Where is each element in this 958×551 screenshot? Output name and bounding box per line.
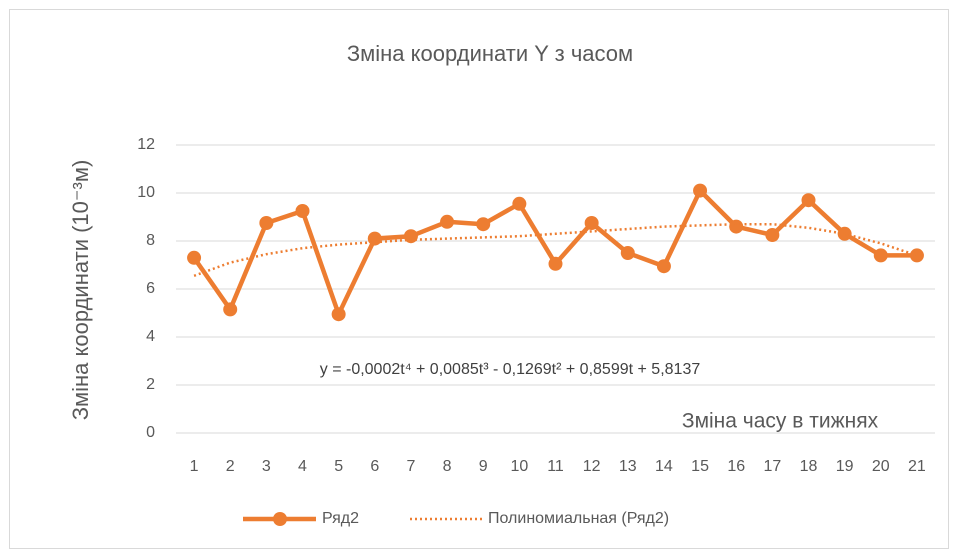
point <box>476 217 491 232</box>
y-axis-title: Зміна координати (10⁻³м) <box>68 160 93 421</box>
point <box>548 256 563 271</box>
point <box>729 219 744 234</box>
point <box>187 250 202 265</box>
point <box>693 183 708 198</box>
y-tick-label: 10 <box>137 184 155 201</box>
x-tick-label: 1 <box>190 458 199 475</box>
x-tick-label: 5 <box>334 458 343 475</box>
point <box>440 214 455 229</box>
x-tick-label: 10 <box>510 458 528 475</box>
point <box>259 216 274 230</box>
point <box>584 216 599 230</box>
x-tick-label: 19 <box>836 458 854 475</box>
point <box>367 231 382 246</box>
point <box>295 204 310 218</box>
legend-label: Ряд2 <box>322 510 359 527</box>
x-tick-label: 2 <box>226 458 235 475</box>
y-tick-label: 4 <box>146 328 155 345</box>
point <box>873 248 888 263</box>
point <box>656 259 671 274</box>
y-tick-label: 6 <box>146 280 155 297</box>
x-tick-label: 20 <box>872 458 890 475</box>
y-tick-label: 8 <box>146 232 155 249</box>
x-tick-label: 16 <box>727 458 745 475</box>
point <box>331 307 346 322</box>
x-tick-label: 4 <box>298 458 307 475</box>
x-tick-label: 9 <box>479 458 488 475</box>
x-tick-label: 6 <box>370 458 379 475</box>
x-tick-label: 18 <box>800 458 818 475</box>
point <box>512 196 527 211</box>
equation: y = -0,0002t⁴ + 0,0085t³ - 0,1269t² + 0,… <box>320 361 701 378</box>
x-tick-label: 14 <box>655 458 673 475</box>
chart-title: Зміна координати Y з часом <box>347 41 633 66</box>
point <box>765 228 780 242</box>
y-tick-label: 12 <box>137 136 155 153</box>
x-tick-label: 3 <box>262 458 271 475</box>
legend-label: Полиномиальная (Ряд2) <box>488 510 669 527</box>
x-tick-label: 8 <box>443 458 452 475</box>
x-axis-annotation: Зміна часу в тижнях <box>682 410 879 433</box>
y-tick-label: 2 <box>146 376 155 393</box>
point <box>620 246 635 260</box>
chart-border <box>9 9 949 549</box>
x-tick-label: 11 <box>547 458 564 475</box>
x-tick-label: 13 <box>619 458 637 475</box>
x-tick-label: 21 <box>908 458 926 475</box>
point <box>403 229 418 244</box>
trend-line <box>193 222 918 277</box>
x-tick-label: 7 <box>406 458 415 475</box>
x-tick-label: 15 <box>691 458 709 475</box>
x-tick-label: 12 <box>583 458 601 475</box>
y-tick-label: 0 <box>146 424 155 441</box>
point <box>223 302 238 317</box>
x-tick-label: 17 <box>763 458 781 475</box>
point <box>801 193 816 208</box>
legend-marker <box>273 512 287 526</box>
